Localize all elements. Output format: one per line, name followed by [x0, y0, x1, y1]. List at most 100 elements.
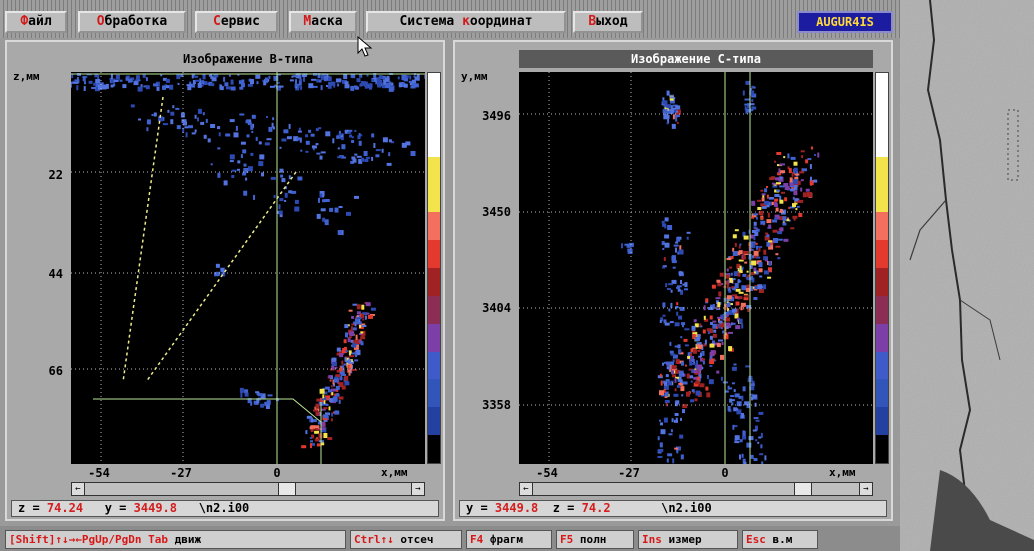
menu-file[interactable]: Файл [5, 11, 67, 33]
echo-pixel [775, 207, 779, 212]
echo-pixel [750, 248, 754, 251]
echo-pixel [709, 365, 713, 367]
echo-pixel [381, 148, 384, 153]
echo-pixel [663, 388, 666, 393]
echo-pixel [739, 454, 741, 460]
b-scan-scrollbar[interactable]: ← → [71, 482, 425, 496]
echo-pixel [680, 454, 684, 460]
echo-pixel [760, 432, 763, 438]
echo-pixel [361, 323, 366, 326]
c-scan-scroll-left-arrow-icon[interactable]: ← [520, 483, 533, 495]
cracked-surface-photo [900, 0, 1034, 551]
photo-marker [1007, 109, 1019, 181]
echo-pixel [94, 73, 99, 78]
echo-pixel [401, 142, 407, 148]
hotkey-measure-key: Ins [642, 533, 662, 546]
echo-pixel [311, 419, 317, 423]
echo-pixel [237, 168, 240, 171]
echo-pixel [305, 150, 309, 153]
echo-pixel [790, 156, 796, 160]
echo-pixel [693, 382, 699, 387]
hotkey-full[interactable]: F5 полн [556, 530, 634, 549]
menu-service[interactable]: Сервис [195, 11, 278, 33]
echo-pixel [691, 369, 696, 374]
echo-pixel [749, 393, 754, 396]
photo-crack-branch [909, 199, 947, 261]
echo-pixel [687, 352, 692, 357]
c-scan-scrollbar[interactable]: ← → [519, 482, 873, 496]
echo-pixel [757, 199, 762, 202]
menu-coordinate-system[interactable]: Система координат [366, 11, 566, 33]
echo-pixel [671, 361, 674, 366]
c-scan-plot[interactable] [519, 72, 873, 464]
echo-pixel [352, 342, 357, 348]
echo-pixel [798, 213, 803, 217]
echo-pixel [211, 76, 217, 82]
echo-pixel [338, 382, 344, 388]
echo-pixel [709, 315, 713, 320]
echo-pixel [344, 129, 349, 134]
echo-pixel [734, 242, 737, 247]
hotkey-navigation[interactable]: [Shift]↑↓→←PgUp/PgDn Tab движ [5, 530, 346, 549]
echo-pixel [185, 132, 188, 138]
b-scan-scroll-left-arrow-icon[interactable]: ← [72, 483, 85, 495]
echo-pixel [334, 207, 339, 213]
echo-pixel [265, 405, 270, 409]
echo-pixel [686, 391, 690, 397]
hotkey-measure[interactable]: Ins измер [638, 530, 738, 549]
echo-pixel [250, 152, 254, 156]
c-scan-scroll-right-arrow-icon[interactable]: → [859, 483, 872, 495]
echo-pixel [331, 364, 335, 370]
b-scan-scroll-thumb[interactable] [278, 483, 296, 495]
echo-pixel [310, 425, 316, 429]
echo-pixel [698, 373, 702, 379]
echo-pixel [276, 73, 281, 76]
echo-pixel [71, 82, 72, 88]
color-scale-swatch [428, 128, 440, 157]
echo-pixel [331, 388, 337, 392]
echo-pixel [742, 304, 745, 310]
echo-pixel [697, 349, 701, 352]
echo-pixel [349, 331, 355, 337]
b-scan-plot[interactable] [71, 72, 425, 464]
menu-processing[interactable]: Обработка [78, 11, 186, 33]
menu-coordinate-system-label: оординат [469, 14, 533, 29]
echo-pixel [757, 441, 760, 444]
echo-pixel [729, 277, 733, 283]
echo-pixel [709, 352, 715, 357]
b-scan-scroll-right-arrow-icon[interactable]: → [411, 483, 424, 495]
echo-pixel [220, 84, 223, 90]
c-scan-grid [519, 72, 873, 464]
echo-pixel [320, 408, 326, 411]
echo-pixel [674, 345, 680, 348]
b-scan-y-tick-22: 22 [48, 168, 63, 182]
menu-exit[interactable]: Выход [573, 11, 643, 33]
hotkey-fragment[interactable]: F4 фрагм [466, 530, 552, 549]
hotkey-cutoff[interactable]: Ctrl↑↓ отсеч [350, 530, 462, 549]
color-scale-swatch [876, 212, 888, 241]
echo-pixel [662, 265, 667, 268]
echo-pixel [659, 390, 664, 396]
echo-pixel [351, 156, 356, 160]
echo-pixel [716, 370, 720, 374]
hotkey-exit-menu[interactable]: Esc в.м [742, 530, 818, 549]
echo-pixel [732, 425, 738, 428]
echo-pixel [811, 146, 813, 150]
echo-pixel [279, 168, 284, 173]
echo-pixel [746, 270, 749, 273]
echo-pixel [321, 442, 325, 446]
echo-pixel [715, 305, 718, 309]
echo-pixel [303, 76, 305, 82]
echo-pixel [319, 388, 325, 394]
echo-pixel [276, 81, 280, 84]
menu-processing-label: бработка [104, 14, 168, 29]
c-scan-scroll-thumb[interactable] [794, 483, 812, 495]
c-scan-x-axis-label: x,мм [829, 466, 856, 479]
echo-pixel [691, 362, 696, 365]
menu-mask[interactable]: Маска [289, 11, 357, 33]
echo-pixel [667, 361, 672, 366]
echo-pixel [724, 390, 729, 393]
echo-pixel [664, 234, 670, 239]
c-scan-y-tick-3450: 3450 [482, 205, 511, 219]
photo-crack-branch [959, 299, 1001, 361]
